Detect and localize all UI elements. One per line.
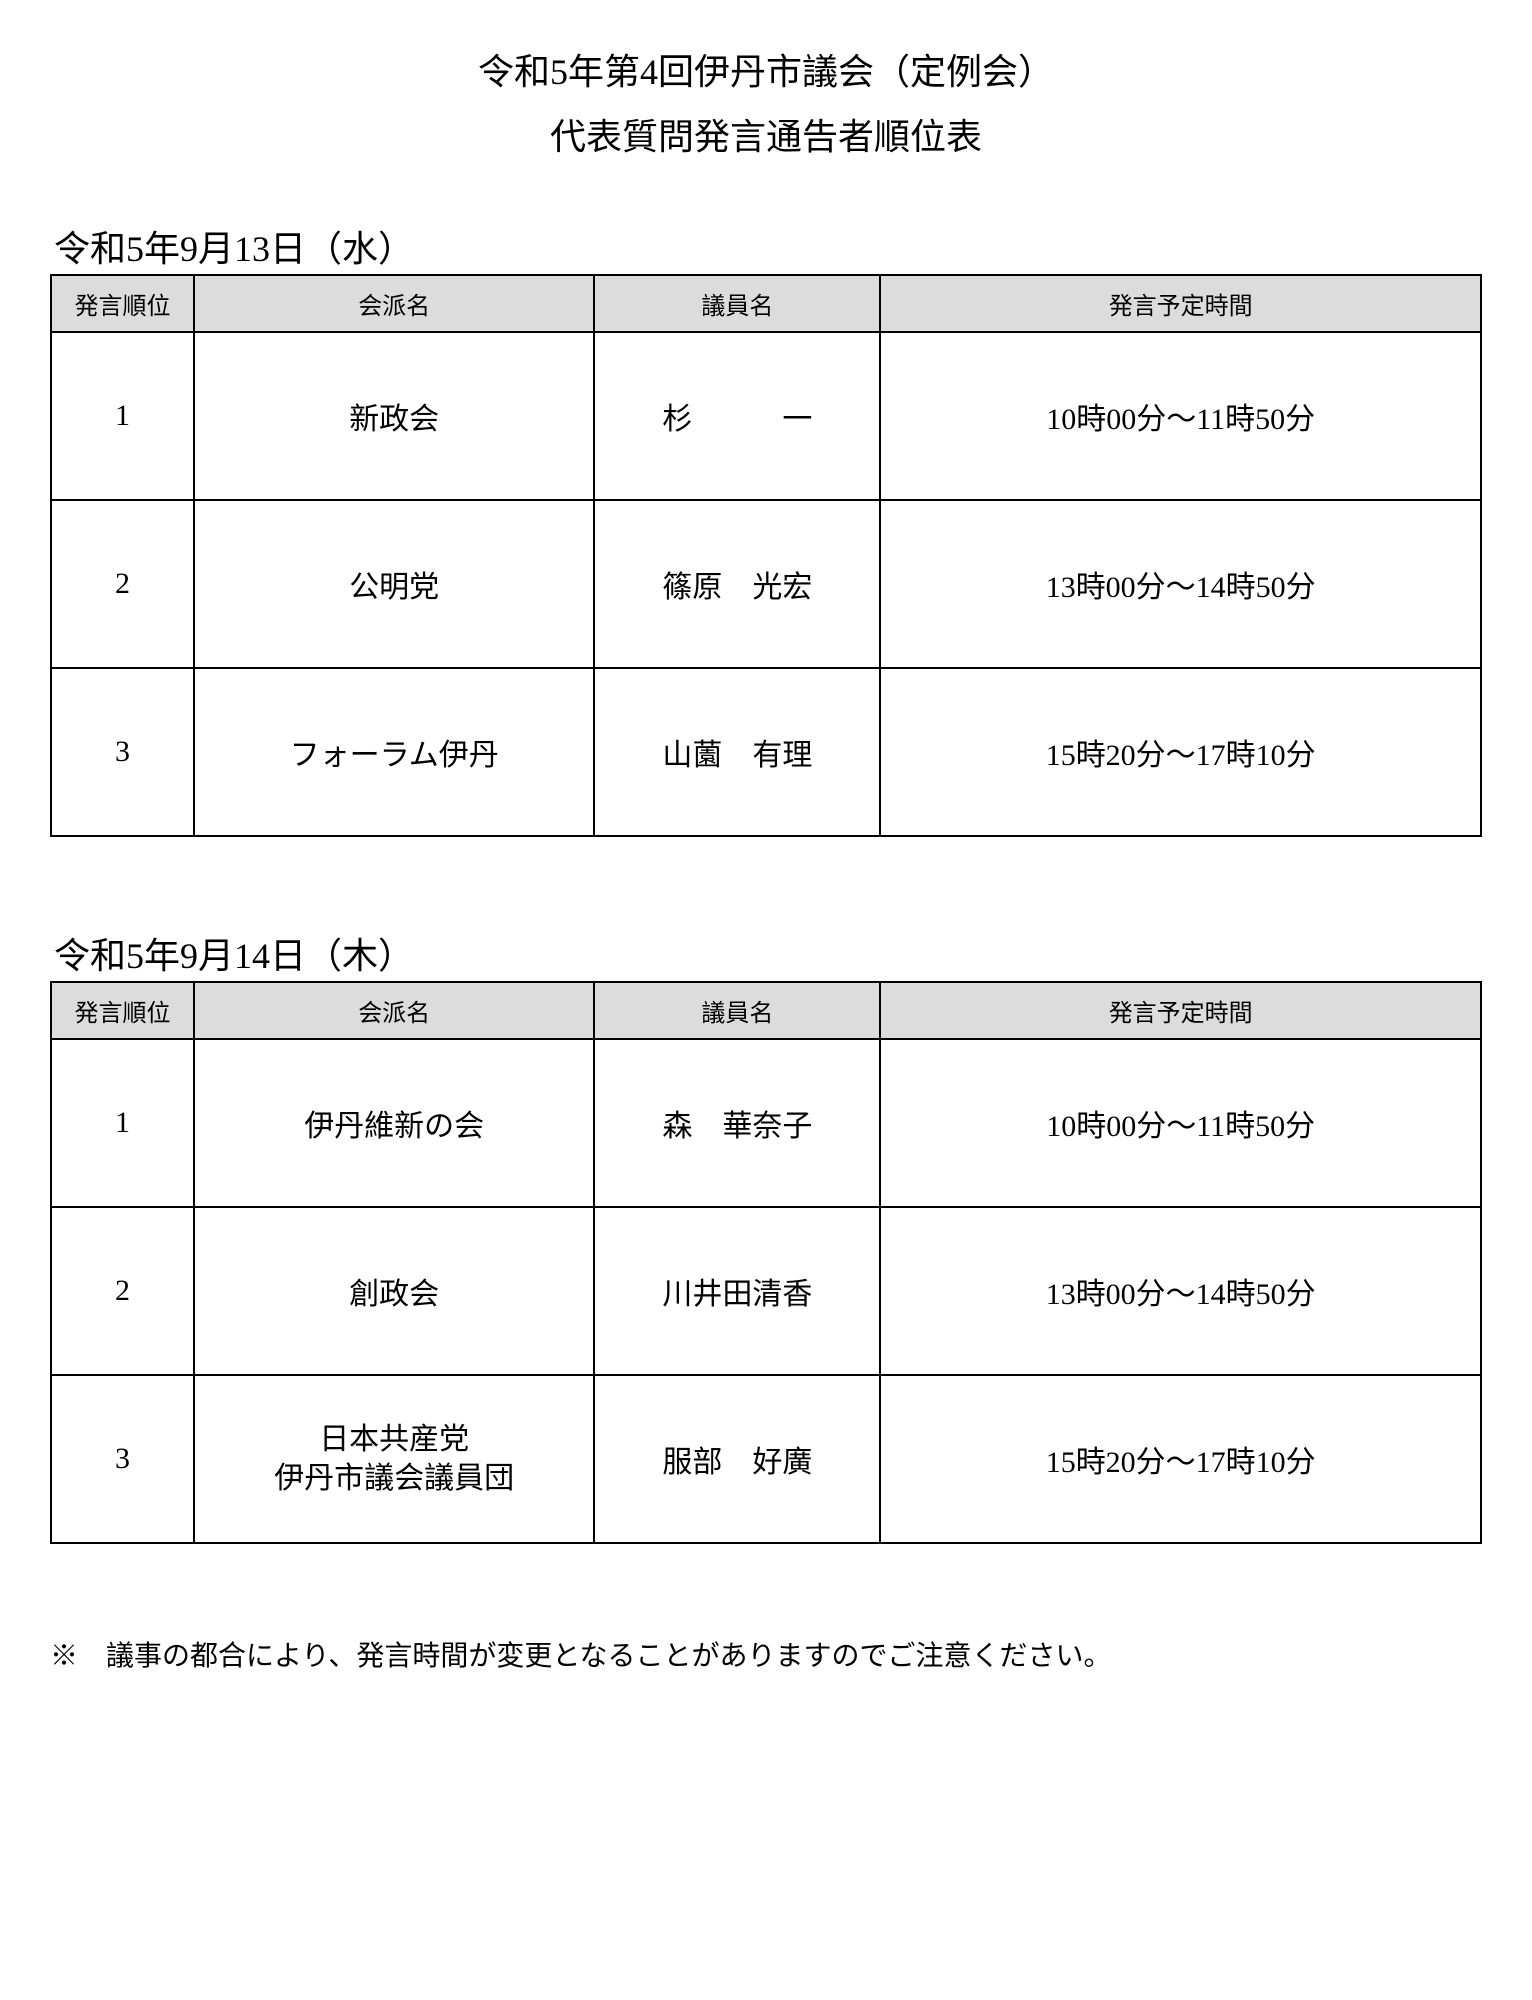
- cell-member: 川井田清香: [594, 1207, 880, 1375]
- column-header-party: 会派名: [194, 982, 594, 1039]
- schedule-table: 発言順位会派名議員名発言予定時間1伊丹維新の会森 華奈子10時00分～11時50…: [50, 981, 1482, 1544]
- table-row: 3フォーラム伊丹山薗 有理15時20分～17時10分: [51, 668, 1481, 836]
- cell-party: 創政会: [194, 1207, 594, 1375]
- column-header-time: 発言予定時間: [880, 275, 1481, 332]
- cell-order: 2: [51, 500, 194, 668]
- cell-party: 伊丹維新の会: [194, 1039, 594, 1207]
- cell-member: 杉 一: [594, 332, 880, 500]
- table-row: 2創政会川井田清香13時00分～14時50分: [51, 1207, 1481, 1375]
- section-date: 令和5年9月14日（木）: [50, 927, 1482, 979]
- table-row: 1新政会杉 一10時00分～11時50分: [51, 332, 1481, 500]
- sections-container: 令和5年9月13日（水）発言順位会派名議員名発言予定時間1新政会杉 一10時00…: [50, 220, 1482, 1544]
- section-date: 令和5年9月13日（水）: [50, 220, 1482, 272]
- footnote: ※ 議事の都合により、発言時間が変更となることがありますのでご注意ください。: [50, 1634, 1482, 1674]
- document-title: 令和5年第4回伊丹市議会（定例会） 代表質問発言通告者順位表: [50, 40, 1482, 170]
- cell-party: フォーラム伊丹: [194, 668, 594, 836]
- cell-member: 山薗 有理: [594, 668, 880, 836]
- column-header-time: 発言予定時間: [880, 982, 1481, 1039]
- cell-time: 10時00分～11時50分: [880, 332, 1481, 500]
- column-header-order: 発言順位: [51, 275, 194, 332]
- cell-time: 15時20分～17時10分: [880, 1375, 1481, 1543]
- cell-time: 15時20分～17時10分: [880, 668, 1481, 836]
- title-line-2: 代表質問発言通告者順位表: [50, 105, 1482, 170]
- cell-time: 13時00分～14時50分: [880, 500, 1481, 668]
- table-row: 2公明党篠原 光宏13時00分～14時50分: [51, 500, 1481, 668]
- cell-order: 3: [51, 668, 194, 836]
- cell-order: 1: [51, 1039, 194, 1207]
- cell-time: 13時00分～14時50分: [880, 1207, 1481, 1375]
- column-header-order: 発言順位: [51, 982, 194, 1039]
- cell-member: 篠原 光宏: [594, 500, 880, 668]
- cell-order: 2: [51, 1207, 194, 1375]
- schedule-table: 発言順位会派名議員名発言予定時間1新政会杉 一10時00分～11時50分2公明党…: [50, 274, 1482, 837]
- cell-time: 10時00分～11時50分: [880, 1039, 1481, 1207]
- cell-order: 3: [51, 1375, 194, 1543]
- cell-party: 日本共産党伊丹市議会議員団: [194, 1375, 594, 1543]
- cell-party: 公明党: [194, 500, 594, 668]
- table-row: 1伊丹維新の会森 華奈子10時00分～11時50分: [51, 1039, 1481, 1207]
- title-line-1: 令和5年第4回伊丹市議会（定例会）: [50, 40, 1482, 105]
- cell-order: 1: [51, 332, 194, 500]
- cell-member: 服部 好廣: [594, 1375, 880, 1543]
- table-row: 3日本共産党伊丹市議会議員団服部 好廣15時20分～17時10分: [51, 1375, 1481, 1543]
- cell-member: 森 華奈子: [594, 1039, 880, 1207]
- cell-party: 新政会: [194, 332, 594, 500]
- column-header-member: 議員名: [594, 982, 880, 1039]
- column-header-member: 議員名: [594, 275, 880, 332]
- column-header-party: 会派名: [194, 275, 594, 332]
